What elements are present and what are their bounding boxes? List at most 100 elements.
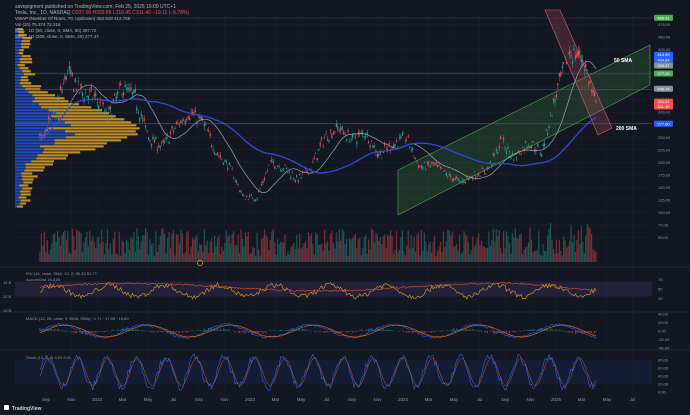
macd-histogram-bar xyxy=(39,327,41,331)
macd-histogram-bar xyxy=(112,329,114,331)
candle-body xyxy=(350,139,352,141)
macd-histogram-bar xyxy=(554,329,556,331)
candle-body xyxy=(442,171,445,172)
volume-bar xyxy=(65,239,68,262)
candle-body xyxy=(360,131,362,133)
candle-body xyxy=(171,126,173,129)
macd-histogram-bar xyxy=(167,331,169,334)
candle-body xyxy=(55,112,57,115)
volume-bar xyxy=(208,253,210,262)
macd-histogram-bar xyxy=(299,328,301,331)
candle-body xyxy=(287,171,289,174)
volume-bar xyxy=(212,252,214,262)
candle-body xyxy=(301,172,304,174)
macd-histogram-bar xyxy=(329,331,331,332)
macd-histogram-bar xyxy=(375,328,377,331)
volume-bar xyxy=(150,244,153,262)
volume-bar xyxy=(552,248,555,262)
volume-bar xyxy=(588,226,590,262)
volume-profile-bar xyxy=(34,97,65,100)
volume-bar xyxy=(458,234,461,262)
volume-profile-bar xyxy=(36,157,67,160)
volume-bar xyxy=(297,248,299,262)
candle-body xyxy=(354,136,357,139)
macd-histogram-bar xyxy=(262,331,264,334)
volume-profile-bar xyxy=(15,169,25,172)
candle-body xyxy=(211,145,213,147)
vol-line[interactable]: Vol (20) 75.374 72.216 xyxy=(15,22,61,27)
volume-bar xyxy=(250,252,252,262)
volume-bar xyxy=(373,242,376,262)
sma50-line[interactable]: SMA · 1D (50, close, 0, SMA, 50) 397.72 xyxy=(15,28,97,33)
volume-profile-bar xyxy=(15,118,59,121)
volume-profile-bar xyxy=(22,178,34,181)
macd-histogram-bar xyxy=(64,331,66,333)
volume-profile-bar xyxy=(15,124,71,127)
macd-histogram-bar xyxy=(563,331,565,332)
volume-bar xyxy=(310,233,312,262)
volume-bar xyxy=(180,229,182,262)
volume-bar xyxy=(494,241,496,262)
volume-profile-bar xyxy=(48,127,140,130)
ohlc-values: O337.00 H339.85 L310.45 C311.40 −19.11 (… xyxy=(71,10,190,16)
candle-body xyxy=(87,96,90,100)
macd-histogram-bar xyxy=(347,331,349,333)
macd-histogram-bar xyxy=(121,328,123,331)
volume-bar xyxy=(95,247,97,262)
volume-profile-bar xyxy=(54,139,121,142)
sma200-line[interactable]: SMA · 1D (200, close, 0, SMA, 20) 277.47 xyxy=(15,34,99,39)
volume-profile-bar xyxy=(19,61,33,64)
time-axis-tick: Mar xyxy=(272,397,280,402)
volume-bar xyxy=(235,245,238,262)
macd-histogram-bar xyxy=(503,331,505,333)
volume-bar xyxy=(542,244,544,262)
candle-body xyxy=(175,121,178,124)
volume-bar xyxy=(187,230,189,262)
macd-histogram-bar xyxy=(134,328,136,331)
volume-profile-bar xyxy=(19,49,24,52)
candle-body xyxy=(391,147,393,149)
volume-bar xyxy=(586,223,588,262)
volume-bar xyxy=(388,235,390,262)
volume-bar xyxy=(444,246,446,262)
candle-body xyxy=(557,82,559,86)
volume-bar xyxy=(269,240,271,262)
macd-histogram-bar xyxy=(225,329,227,331)
symbol-line[interactable]: Tesla, Inc., 1D, NASDAQ O337.00 H339.85 … xyxy=(15,10,189,16)
volume-bar xyxy=(146,232,148,262)
vwap-line[interactable]: VWAP (Number Of Rows, 70, Up/Down) 462.5… xyxy=(15,16,131,21)
volume-profile-bar xyxy=(15,40,22,43)
candle-body xyxy=(432,161,434,165)
price-axis-tick: 425.00 xyxy=(658,47,671,52)
time-axis-tick: May xyxy=(450,397,459,402)
volume-bar xyxy=(145,228,147,262)
macd-histogram-bar xyxy=(123,328,125,331)
volume-bar xyxy=(153,255,156,262)
price-label-box xyxy=(654,62,673,69)
volume-bar xyxy=(203,228,205,262)
candle-body xyxy=(337,126,339,130)
volume-bar xyxy=(585,235,587,262)
candle-body xyxy=(338,130,340,132)
candle-body xyxy=(453,179,455,181)
macd-histogram-bar xyxy=(105,331,107,332)
volume-bar xyxy=(403,251,405,262)
macd-histogram-bar xyxy=(439,331,441,332)
volume-bar xyxy=(436,250,439,262)
volume-bar xyxy=(105,242,107,262)
candle-body xyxy=(548,126,550,128)
macd-histogram-bar xyxy=(318,331,320,332)
volume-bar xyxy=(213,235,216,262)
volume-bar xyxy=(566,247,568,262)
candle-body xyxy=(382,151,384,154)
candle-body xyxy=(271,158,273,162)
candle-body xyxy=(394,143,396,147)
candle-body xyxy=(351,134,354,138)
candle-body xyxy=(346,139,348,142)
volume-profile-bar xyxy=(21,76,28,79)
candle-body xyxy=(139,117,141,121)
volume-profile-bar xyxy=(20,79,29,82)
candle-body xyxy=(538,146,540,148)
